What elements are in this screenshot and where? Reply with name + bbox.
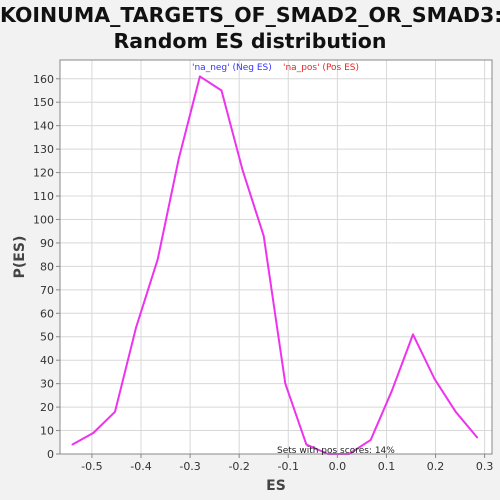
x-tick-label: -0.1	[278, 460, 299, 473]
data-point	[391, 389, 393, 392]
y-tick-label: 50	[40, 331, 54, 344]
data-point	[71, 443, 74, 446]
data-point	[454, 410, 457, 413]
y-tick-label: 30	[40, 378, 54, 391]
data-point	[92, 432, 95, 434]
y-tick-label: 20	[40, 401, 54, 414]
y-tick-label: 100	[33, 213, 54, 226]
x-tick-label: 0.1	[378, 460, 396, 473]
series-points	[71, 75, 479, 455]
data-point	[220, 89, 223, 92]
x-tick-label: 0.0	[329, 460, 347, 473]
pos-scores-annotation: Sets with pos scores: 14%	[277, 446, 395, 456]
y-tick-label: 60	[40, 307, 54, 320]
x-tick-label: 0.2	[427, 460, 445, 473]
y-tick-label: 10	[40, 425, 54, 438]
data-point	[199, 75, 201, 78]
y-tick-label: 90	[40, 237, 54, 250]
y-tick-label: 0	[47, 448, 54, 461]
data-point	[305, 443, 308, 446]
data-point	[241, 169, 244, 172]
legend-item-neg: 'na_neg' (Neg ES)	[192, 63, 272, 73]
y-tick-label: 70	[40, 284, 54, 297]
y-axis-ticks: 0 10 20 30 40 50 60 70 80 90 100 110 120 130 140 150 160	[33, 73, 60, 461]
chart-title-line-2: Random ES distribution	[113, 29, 387, 53]
x-tick-label: 0.3	[476, 460, 494, 473]
chart-title-line-1: KOINUMA_TARGETS_OF_SMAD2_OR_SMAD3:	[0, 3, 500, 27]
x-axis-ticks: -0.5 -0.4 -0.3 -0.2 -0.1 0.0 0.1 0.2 0.3	[81, 454, 493, 473]
data-point	[433, 378, 436, 380]
data-point	[135, 326, 137, 329]
y-tick-label: 150	[33, 96, 54, 109]
y-tick-label: 80	[40, 260, 54, 273]
data-point	[178, 157, 180, 160]
data-point	[114, 410, 116, 413]
y-tick-label: 40	[40, 354, 54, 367]
y-axis-label: P(ES)	[12, 236, 28, 279]
data-point	[412, 333, 414, 336]
y-tick-label: 110	[33, 190, 54, 203]
x-axis-label: ES	[266, 478, 286, 494]
legend-item-pos: 'na_pos' (Pos ES)	[283, 63, 359, 73]
chart-title: KOINUMA_TARGETS_OF_SMAD2_OR_SMAD3: Rando…	[0, 2, 500, 54]
data-point	[284, 382, 287, 385]
plot-area	[60, 60, 492, 454]
y-tick-label: 160	[33, 73, 54, 86]
y-tick-label: 130	[33, 143, 54, 156]
data-point	[156, 258, 159, 261]
plot-border	[59, 59, 493, 455]
y-tick-label: 140	[33, 120, 54, 133]
x-tick-label: -0.3	[179, 460, 200, 473]
series-line	[71, 75, 479, 455]
data-point	[369, 439, 372, 441]
y-tick-label: 120	[33, 167, 54, 180]
x-tick-label: -0.5	[81, 460, 102, 473]
x-tick-label: -0.2	[228, 460, 249, 473]
x-tick-label: -0.4	[130, 460, 151, 473]
data-point	[476, 436, 479, 439]
data-point	[262, 235, 265, 237]
